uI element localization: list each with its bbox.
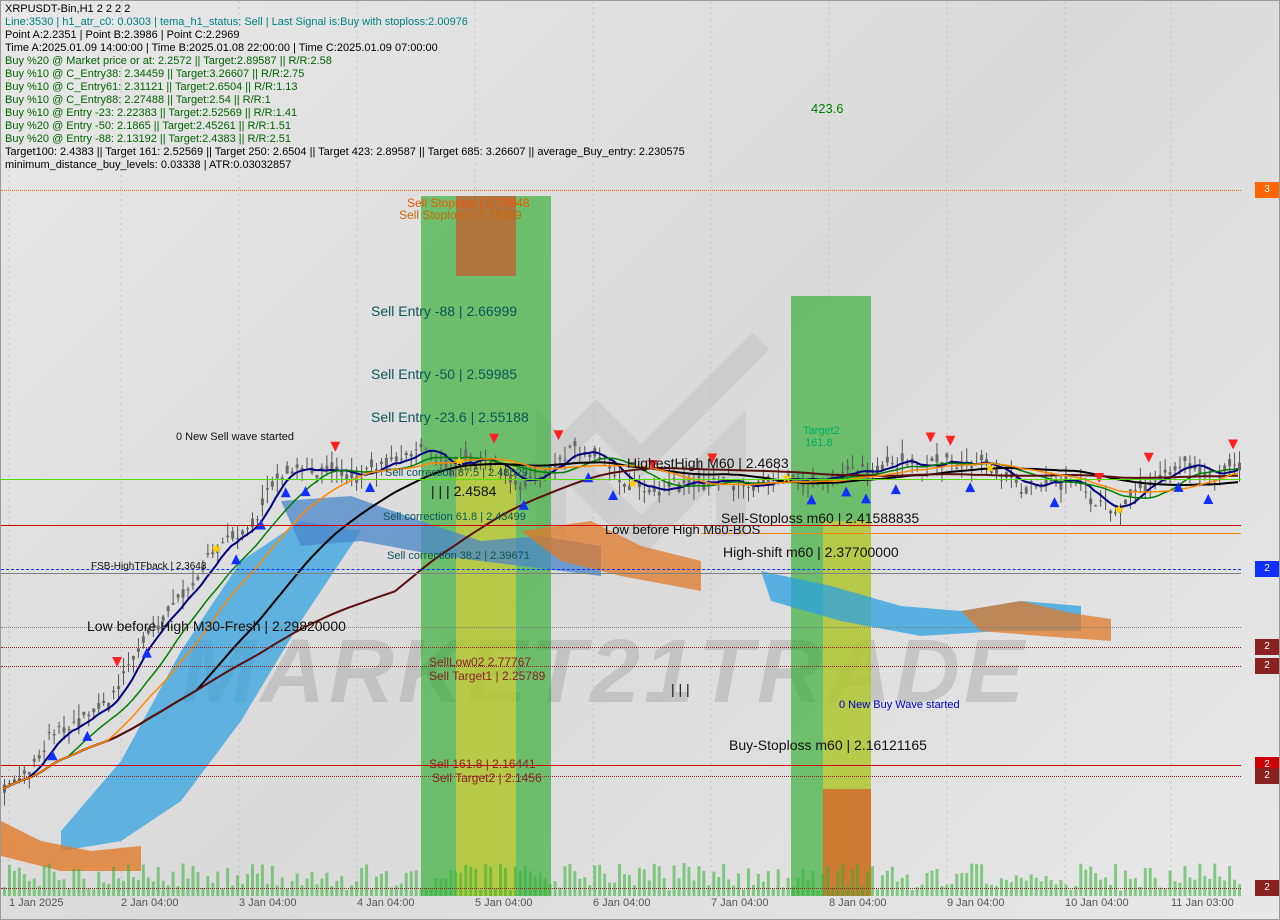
chart-annotation: 161.8 [805, 437, 833, 449]
info-line-5: Buy %20 @ Market price or at: 2.2572 || … [5, 55, 685, 68]
chart-annotation: Sell Entry -88 | 2.66999 [371, 303, 517, 319]
x-tick-label: 6 Jan 04:00 [593, 897, 651, 909]
info-line-12: Target100: 2.4383 || Target 161: 2.52569… [5, 146, 685, 159]
chart-annotation: | | | [671, 681, 690, 697]
chart-annotation: HighestHigh M60 | 2.4683 [627, 455, 789, 471]
info-line-8: Buy %10 @ C_Entry88: 2.27488 || Target:2… [5, 94, 685, 107]
chart-annotation: Sell correction 61.8 | 2.43499 [383, 511, 526, 523]
x-tick-label: 8 Jan 04:00 [829, 897, 887, 909]
chart-container[interactable]: MARKET21TRADE 423.6Sell Stoploss | 2.789… [0, 0, 1280, 920]
chart-annotation: | | | 2.4584 [431, 483, 496, 499]
x-tick-label: 3 Jan 04:00 [239, 897, 297, 909]
chart-annotation: 423.6 [811, 101, 844, 116]
info-text-block: XRPUSDT-Bin,H1 2 2 2 2 Line:3530 | h1_at… [5, 3, 685, 172]
price-marker: 2 [1255, 639, 1279, 655]
horizontal-line [1, 666, 1241, 667]
price-marker: 2 [1255, 561, 1279, 577]
x-tick-label: 7 Jan 04:00 [711, 897, 769, 909]
chart-annotation: Sell Entry -50 | 2.59985 [371, 366, 517, 382]
chart-annotation: Buy-Stoploss m60 | 2.16121165 [729, 737, 927, 753]
horizontal-line [1, 765, 1241, 766]
x-axis: 1 Jan 2025 2 Jan 04:00 3 Jan 04:00 4 Jan 04… [1, 897, 1241, 915]
info-line-3: Point A:2.2351 | Point B:2.3986 | Point … [5, 29, 685, 42]
chart-annotation: Low before High M30-Fresh | 2.29820000 [87, 618, 346, 634]
info-line-11: Buy %20 @ Entry -88: 2.13192 || Target:2… [5, 133, 685, 146]
info-line-4: Time A:2025.01.09 14:00:00 | Time B:2025… [5, 42, 685, 55]
price-marker: 2 [1255, 880, 1279, 896]
symbol-timeframe: XRPUSDT-Bin,H1 2 2 2 2 [5, 3, 685, 16]
chart-annotation: Sell Entry -23.6 | 2.55188 [371, 409, 529, 425]
chart-annotation: 0 New Buy Wave started [839, 699, 960, 711]
horizontal-line [1, 888, 1241, 889]
horizontal-line [701, 533, 1241, 534]
x-tick-label: 11 Jan 03:00 [1171, 897, 1234, 909]
chart-annotation: Sell Target2 | 2.1456 [432, 771, 542, 785]
info-line-6: Buy %10 @ C_Entry38: 2.34459 || Target:3… [5, 68, 685, 81]
chart-annotation: Sell Target1 | 2.25789 [429, 669, 545, 683]
price-marker: 2 [1255, 768, 1279, 784]
info-line-2: Line:3530 | h1_atr_c0: 0.0303 | tema_h1_… [5, 16, 685, 29]
chart-annotation: SellLow02 2.77767 [429, 655, 531, 669]
x-tick-label: 2 Jan 04:00 [121, 897, 179, 909]
chart-annotation: Low before High M60-BOS [605, 522, 760, 537]
info-line-9: Buy %10 @ Entry -23: 2.22383 || Target:2… [5, 107, 685, 120]
x-tick-label: 1 Jan 2025 [9, 897, 63, 909]
chart-annotation: Target2 [803, 425, 840, 437]
info-line-10: Buy %20 @ Entry -50: 2.1865 || Target:2.… [5, 120, 685, 133]
chart-annotation: Sell correction 38.2 | 2.39671 [387, 550, 530, 562]
chart-annotation: Sell 161.8 | 2.16441 [429, 757, 536, 771]
horizontal-line [1, 190, 1241, 191]
info-line-13: minimum_distance_buy_levels: 0.03338 | A… [5, 159, 685, 172]
horizontal-line [1, 776, 1241, 777]
x-tick-label: 10 Jan 04:00 [1065, 897, 1129, 909]
price-marker: 3 [1255, 182, 1279, 198]
x-tick-label: 4 Jan 04:00 [357, 897, 415, 909]
chart-annotation: 0 New Sell wave started [176, 431, 294, 443]
horizontal-line [1, 573, 1241, 574]
chart-annotation: FSB-HighTFback | 2.3643 [91, 561, 206, 572]
chart-annotation: Sell correction 87.5 | 2.48629 [385, 467, 528, 479]
chart-annotation: Sell Stoploss | 2.78169 [399, 208, 522, 222]
price-marker: 2 [1255, 658, 1279, 674]
x-tick-label: 9 Jan 04:00 [947, 897, 1005, 909]
x-tick-label: 5 Jan 04:00 [475, 897, 533, 909]
horizontal-line [1, 479, 1241, 480]
chart-annotation: High-shift m60 | 2.37700000 [723, 544, 899, 560]
horizontal-line [1, 647, 1241, 648]
info-line-7: Buy %10 @ C_Entry61: 2.31121 || Target:2… [5, 81, 685, 94]
